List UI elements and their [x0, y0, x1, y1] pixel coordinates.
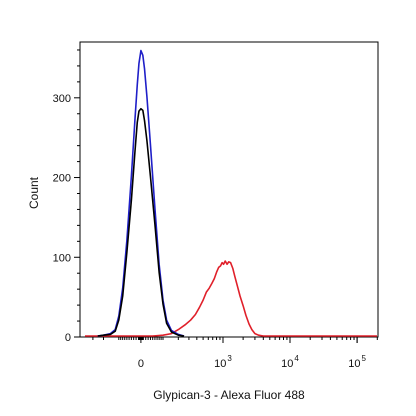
x-tick-label: 103 — [214, 354, 232, 370]
y-tick-label: 300 — [53, 93, 71, 105]
x-tick-exponent: 4 — [294, 354, 299, 363]
series-layer — [84, 49, 377, 337]
x-tick-label: 0 — [138, 358, 144, 370]
x-tick-exponent: 3 — [227, 354, 232, 363]
x-axis-title: Glypican-3 - Alexa Fluor 488 — [153, 388, 305, 402]
y-axis: 0 100 200 300 — [53, 49, 80, 344]
y-tick-label: 0 — [65, 332, 71, 344]
series-line-2 — [84, 260, 377, 337]
x-tick-label: 104 — [281, 354, 299, 370]
y-tick-label: 100 — [53, 252, 71, 264]
x-axis: 0 103 104 105 — [92, 337, 378, 370]
plot-area — [79, 41, 379, 338]
x-tick-exponent: 5 — [362, 354, 367, 363]
series-line-1 — [97, 107, 185, 337]
y-tick-label: 200 — [53, 173, 71, 185]
x-tick-label: 105 — [348, 354, 366, 370]
y-axis-title: Count — [27, 176, 41, 209]
